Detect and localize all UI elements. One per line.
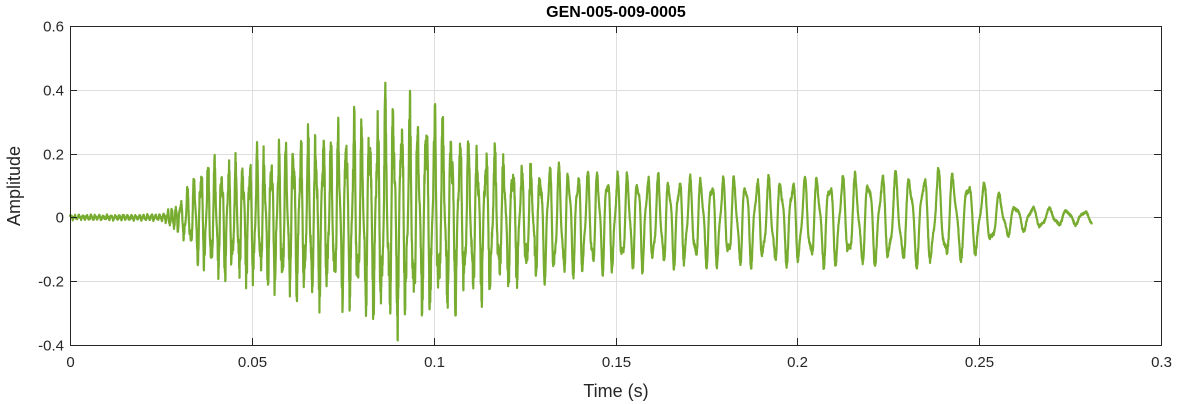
x-tick-label: 0 [66,354,74,371]
chart-title: GEN-005-009-0005 [546,4,686,21]
x-tick-label: 0.2 [787,354,808,371]
y-tick-label: 0.4 [43,83,64,100]
x-tick-label: 0.3 [1151,354,1172,371]
y-tick-label: 0.6 [43,19,64,36]
x-axis-label: Time (s) [583,381,648,401]
y-axis: -0.4 -0.2 0 0.2 0.4 0.6 [38,19,1161,355]
y-tick-label: 0.2 [43,147,64,164]
x-axis: 0 0.05 0.1 0.15 0.2 0.25 0.3 [66,26,1172,371]
x-tick-label: 0.05 [238,354,267,371]
x-tick-label: 0.15 [602,354,631,371]
x-tick-label: 0.1 [424,354,445,371]
y-tick-label: 0 [56,210,64,227]
x-tick-label: 0.25 [965,354,994,371]
grid [70,26,1162,346]
signal-group [68,81,1093,342]
y-axis-label: Amplitude [4,146,24,226]
y-tick-label: -0.2 [38,274,64,291]
y-tick-label: -0.4 [38,338,64,355]
signal-line [68,81,1093,342]
